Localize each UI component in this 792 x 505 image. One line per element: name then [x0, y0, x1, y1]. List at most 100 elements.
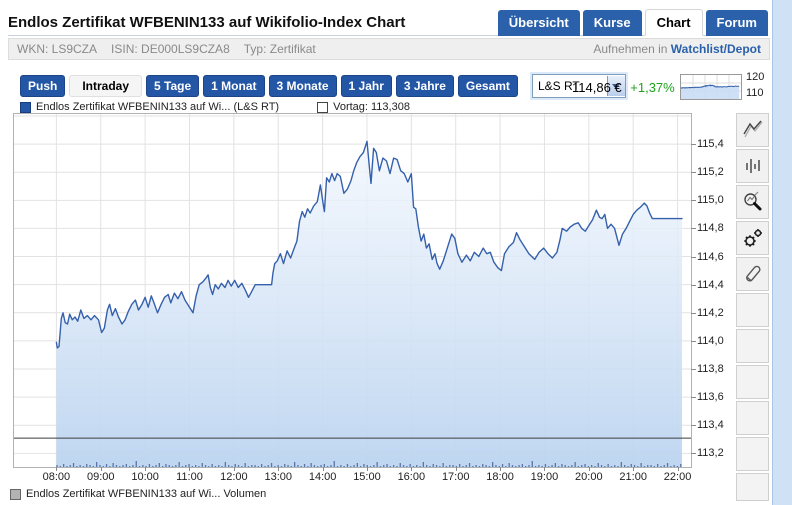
y-axis-tick: [691, 256, 696, 258]
x-axis-tick: [455, 467, 457, 471]
x-axis-label: 09:00: [86, 471, 115, 483]
x-axis-tick: [588, 467, 590, 471]
y-axis-tick: [691, 284, 696, 286]
volume-color-swatch: [10, 488, 21, 500]
tab-chart[interactable]: Chart: [644, 9, 703, 36]
tab-kurse[interactable]: Kurse: [582, 10, 642, 36]
legend-series: Endlos Zertifikat WFBENIN133 auf Wi... (…: [20, 101, 279, 113]
feed-select-value: L&S RT: [537, 79, 580, 93]
tool-button-placeholder[interactable]: [736, 365, 769, 399]
watchlist-depot-link[interactable]: Watchlist/Depot: [670, 42, 761, 56]
x-axis-tick: [366, 467, 368, 471]
range-button-1jahr[interactable]: 1 Jahr: [340, 75, 392, 97]
y-axis-tick: [691, 397, 696, 399]
x-axis-tick: [411, 467, 413, 471]
tool-button-placeholder[interactable]: [736, 437, 769, 471]
chevron-down-icon[interactable]: [606, 76, 625, 96]
tab-bar: Übersicht Kurse Chart Forum: [497, 9, 768, 36]
y-axis-tick: [691, 453, 696, 455]
x-axis-label: 16:00: [397, 471, 426, 483]
y-axis-tick: [691, 172, 696, 174]
page-title: Endlos Zertifikat WFBENIN133 auf Wikifol…: [8, 14, 406, 31]
tool-button-placeholder[interactable]: [736, 401, 769, 435]
x-axis-label: 12:00: [220, 471, 248, 483]
tool-button-placeholder[interactable]: [736, 329, 769, 363]
x-axis-label: 13:00: [264, 471, 292, 483]
y-axis-label: 114,4: [697, 278, 724, 291]
y-axis-label: 115,0: [697, 194, 724, 207]
settings-tool-button[interactable]: [736, 221, 769, 255]
chart-legend: Endlos Zertifikat WFBENIN133 auf Wi... (…: [20, 101, 410, 113]
price-chart-svg: [14, 114, 691, 468]
x-axis-tick: [145, 467, 147, 471]
x-axis-tick: [500, 467, 502, 471]
range-button-intraday[interactable]: Intraday: [69, 75, 143, 97]
y-axis-tick: [691, 228, 696, 230]
tool-button-placeholder[interactable]: [736, 293, 769, 327]
y-axis-label: 113,6: [697, 391, 724, 404]
x-axis-tick: [544, 467, 546, 471]
mini-overview-chart[interactable]: [680, 74, 742, 100]
tab-forum[interactable]: Forum: [705, 10, 768, 36]
volume-legend: Endlos Zertifikat WFBENIN133 auf Wi... V…: [10, 488, 266, 500]
mini-chart-svg: [680, 74, 742, 100]
bar-chart-tool-button[interactable]: [736, 149, 769, 183]
y-axis-label: 115,2: [697, 166, 724, 179]
chart-tools-sidebar: [736, 113, 769, 503]
isin-value: ISIN: DE000LS9CZA8: [111, 42, 230, 56]
x-axis-label: 22:00: [663, 471, 692, 483]
y-axis-label: 113,2: [697, 447, 724, 460]
y-axis-tick: [691, 312, 696, 314]
x-axis-tick: [278, 467, 280, 471]
x-axis-tick: [56, 467, 58, 471]
range-button-gesamt[interactable]: Gesamt: [457, 75, 518, 97]
draw-tool-button[interactable]: [736, 257, 769, 291]
range-button-1monat[interactable]: 1 Monat: [203, 75, 265, 97]
x-axis-label: 08:00: [42, 471, 71, 483]
tab-uebersicht[interactable]: Übersicht: [497, 10, 580, 36]
legend-series-label: Endlos Zertifikat WFBENIN133 auf Wi... (…: [36, 101, 280, 113]
y-axis-label: 115,4: [697, 138, 724, 151]
gear-icon: [743, 229, 762, 247]
x-axis-label: 19:00: [530, 471, 559, 483]
x-axis-label: 14:00: [308, 471, 337, 483]
range-button-3jahre[interactable]: 3 Jahre: [395, 75, 454, 97]
y-axis-label: 114,2: [697, 306, 724, 319]
x-axis-tick: [189, 467, 191, 471]
bar-chart-icon: [745, 159, 760, 173]
watchlist-area: Aufnehmen in Watchlist/Depot: [593, 42, 761, 56]
x-axis-label: 21:00: [619, 471, 647, 483]
type-value: Typ: Zertifikat: [243, 42, 316, 56]
x-axis-label: 18:00: [486, 471, 514, 483]
y-axis-label: 114,6: [697, 250, 724, 263]
push-button[interactable]: Push: [20, 75, 66, 97]
page-background-strip: [772, 0, 792, 505]
quote-box: 114,86 € +1,37%: [572, 80, 675, 95]
line-chart-icon: [742, 120, 763, 138]
chart-type-tool-button[interactable]: [736, 113, 769, 147]
page: Endlos Zertifikat WFBENIN133 auf Wikifol…: [8, 8, 770, 503]
mini-axis-max: 120: [746, 71, 765, 83]
range-button-3monate[interactable]: 3 Monate: [268, 75, 337, 97]
x-axis-tick: [322, 467, 324, 471]
x-axis-label: 10:00: [131, 471, 159, 483]
feed-select[interactable]: L&S RT: [531, 74, 626, 98]
wkn-value: WKN: LS9CZA: [17, 42, 98, 56]
x-axis-label: 20:00: [575, 471, 603, 483]
chart-toolbar: Push Intraday 5 Tage 1 Monat 3 Monate 1 …: [20, 74, 626, 98]
x-axis-tick: [677, 467, 679, 471]
x-axis-label: 17:00: [441, 471, 470, 483]
x-axis-tick: [100, 467, 102, 471]
header: Endlos Zertifikat WFBENIN133 auf Wikifol…: [8, 8, 768, 36]
tool-button-placeholder[interactable]: [736, 473, 769, 501]
y-axis-label: 114,8: [697, 222, 724, 235]
range-button-5tage[interactable]: 5 Tage: [146, 75, 200, 97]
x-axis-tick: [633, 467, 635, 471]
y-axis-tick: [691, 425, 696, 427]
vortag-checkbox[interactable]: [317, 101, 329, 113]
zoom-tool-button[interactable]: [736, 185, 769, 219]
y-axis-label: 114,0: [697, 334, 724, 347]
price-chart[interactable]: [13, 113, 692, 468]
y-axis-tick: [691, 340, 696, 342]
watchlist-prefix: Aufnehmen in: [593, 42, 668, 56]
